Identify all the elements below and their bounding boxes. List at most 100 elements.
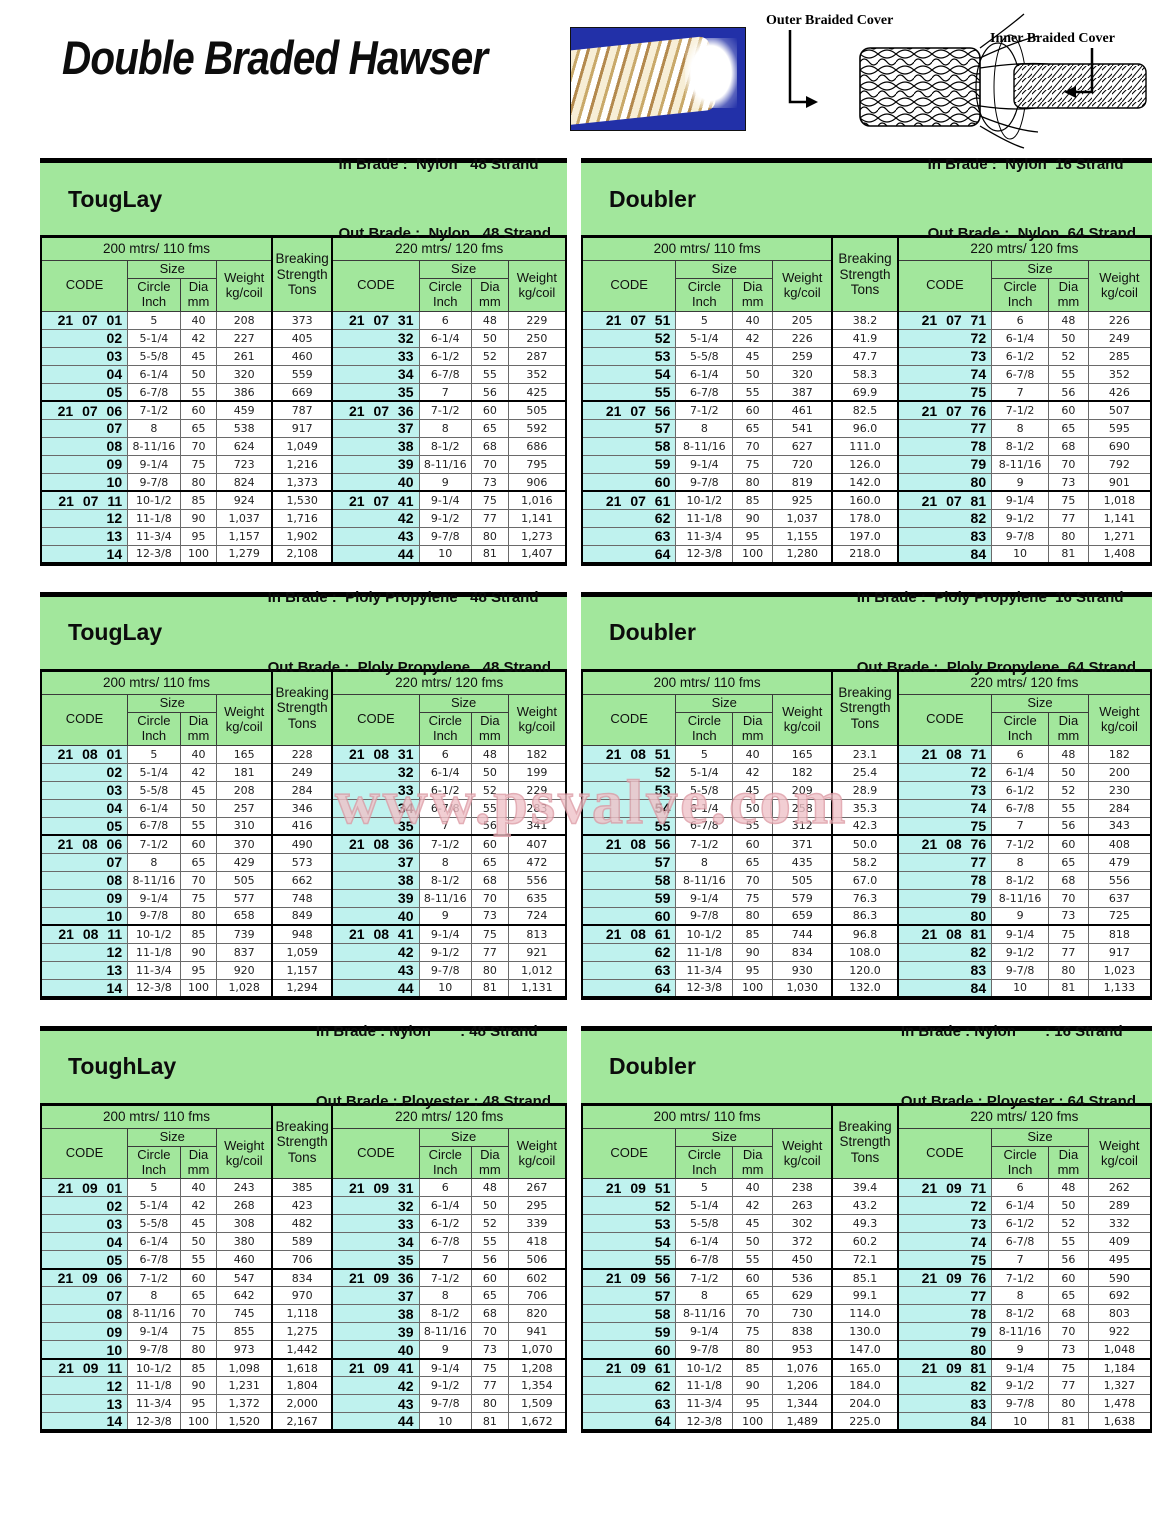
value-cell: 917 bbox=[1087, 942, 1152, 962]
table-row: 21 07 51 5 40 205 38.2 21 07 71 6 48 226 bbox=[581, 310, 1152, 330]
value-cell: 52 bbox=[471, 780, 509, 800]
code-header: CODE bbox=[581, 693, 677, 746]
value-cell: 11-3/4 bbox=[675, 526, 734, 546]
table-row: 03 5-5/8 45 308 482 33 6-1/2 52 339 bbox=[40, 1214, 567, 1234]
table-band: Doubler In Brade : Nylon : 16 Strand Out… bbox=[581, 1023, 1152, 1110]
value-cell: 5 bbox=[675, 310, 734, 330]
value-cell: 50 bbox=[471, 1196, 509, 1216]
table-row: 60 9-7/8 80 819 142.0 80 9 73 901 bbox=[581, 472, 1152, 492]
table-row: 21 08 06 7-1/2 60 370 490 21 08 36 7-1/2 60 407 bbox=[40, 834, 567, 854]
value-cell: 6-1/2 bbox=[418, 780, 472, 800]
value-cell: 9-1/2 bbox=[418, 942, 472, 962]
value-cell: 706 bbox=[507, 1286, 567, 1306]
value-cell: 302 bbox=[772, 1214, 833, 1234]
value-cell: 386 bbox=[216, 382, 273, 402]
table-row: 13 11-3/4 95 1,372 2,000 43 9-7/8 80 1,509 bbox=[40, 1394, 567, 1414]
value-cell: 9-1/4 bbox=[675, 1322, 734, 1342]
value-cell: 723 bbox=[216, 454, 273, 474]
value-cell: 100 bbox=[179, 978, 218, 999]
value-cell: 8-11/16 bbox=[127, 436, 181, 456]
table-row: 21 08 01 5 40 165 228 21 08 31 6 48 182 bbox=[40, 744, 567, 764]
value-cell: 85 bbox=[732, 1357, 774, 1378]
table-row: 54 6-1/4 50 258 35.3 74 6-7/8 55 284 bbox=[581, 798, 1152, 818]
value-cell: 1,716 bbox=[270, 508, 334, 528]
value-cell: 6-1/2 bbox=[418, 1214, 472, 1234]
value-cell: 48 bbox=[1048, 1178, 1089, 1198]
code-cell: 21 09 41 bbox=[331, 1357, 420, 1378]
value-cell: 70 bbox=[1048, 454, 1089, 474]
table-row: 12 11-1/8 90 837 1,059 42 9-1/2 77 921 bbox=[40, 942, 567, 962]
value-cell: 9-1/2 bbox=[991, 1376, 1050, 1396]
value-cell: 11-1/8 bbox=[675, 942, 734, 962]
value-cell: 5 bbox=[675, 1178, 734, 1198]
weight-header: Weight kg/coil bbox=[216, 260, 273, 312]
code-header: CODE bbox=[40, 260, 129, 312]
value-cell: 238 bbox=[772, 1178, 833, 1198]
code-header: CODE bbox=[897, 1127, 993, 1180]
value-cell: 6-7/8 bbox=[127, 816, 181, 836]
code-cell: 80 bbox=[897, 1340, 993, 1360]
value-cell: 85 bbox=[179, 1357, 218, 1378]
value-cell: 1,118 bbox=[270, 1304, 334, 1324]
value-cell: 5-5/8 bbox=[127, 1214, 181, 1234]
code-cell: 42 bbox=[331, 1376, 420, 1396]
value-cell: 90 bbox=[179, 1376, 218, 1396]
code-cell: 44 bbox=[331, 544, 420, 565]
value-cell: 35.3 bbox=[831, 798, 899, 818]
circle-inch-header: Circle Inch bbox=[675, 1145, 734, 1180]
value-cell: 65 bbox=[471, 852, 509, 872]
value-cell: 924 bbox=[216, 490, 273, 510]
value-cell: 5-1/4 bbox=[127, 1196, 181, 1216]
circle-inch-header: Circle Inch bbox=[127, 711, 181, 746]
value-cell: 77 bbox=[1048, 942, 1089, 962]
code-header: CODE bbox=[331, 260, 420, 312]
value-cell: 1,520 bbox=[216, 1412, 273, 1432]
dia-mm-header: Dia mm bbox=[732, 277, 774, 312]
value-cell: 60 bbox=[471, 400, 509, 420]
value-cell: 75 bbox=[1048, 924, 1089, 944]
value-cell: 409 bbox=[1087, 1232, 1152, 1252]
code-cell: 21 07 31 bbox=[331, 310, 420, 330]
code-cell: 10 bbox=[40, 1340, 129, 1360]
table-block-toughlay-polyester: ToughLay In Brade : Nylon : 48 Strand Ou… bbox=[40, 1023, 567, 1434]
value-cell: 925 bbox=[772, 490, 833, 510]
col-200-header: 200 mtrs/ 110 fms bbox=[581, 669, 833, 695]
value-cell: 56 bbox=[1048, 1250, 1089, 1270]
value-cell: 9-1/4 bbox=[127, 888, 181, 908]
value-cell: 9-7/8 bbox=[675, 472, 734, 492]
value-cell: 225.0 bbox=[831, 1412, 899, 1432]
code-cell: 21 08 06 bbox=[40, 834, 129, 854]
value-cell: 820 bbox=[507, 1304, 567, 1324]
value-cell: 85 bbox=[732, 490, 774, 510]
value-cell: 7 bbox=[418, 1250, 472, 1270]
code-cell: 21 08 56 bbox=[581, 834, 677, 854]
value-cell: 85.1 bbox=[831, 1267, 899, 1288]
code-cell: 21 08 31 bbox=[331, 744, 420, 764]
value-cell: 55 bbox=[471, 364, 509, 384]
value-cell: 70 bbox=[179, 1304, 218, 1324]
value-cell: 73 bbox=[1048, 906, 1089, 926]
value-cell: 5 bbox=[127, 1178, 181, 1198]
value-cell: 229 bbox=[507, 780, 567, 800]
value-cell: 77 bbox=[1048, 1376, 1089, 1396]
value-cell: 147.0 bbox=[831, 1340, 899, 1360]
value-cell: 506 bbox=[507, 1250, 567, 1270]
breaking-strength-header: Breaking Strength Tons bbox=[831, 236, 899, 312]
table-row: 21 09 51 5 40 238 39.4 21 09 71 6 48 262 bbox=[581, 1178, 1152, 1198]
code-cell: 14 bbox=[40, 544, 129, 565]
value-cell: 70 bbox=[1048, 888, 1089, 908]
code-cell: 39 bbox=[331, 888, 420, 908]
code-cell: 21 07 41 bbox=[331, 490, 420, 510]
table-row: 10 9-7/8 80 824 1,373 40 9 73 906 bbox=[40, 472, 567, 492]
value-cell: 69.9 bbox=[831, 382, 899, 402]
value-cell: 429 bbox=[216, 852, 273, 872]
code-cell: 63 bbox=[581, 526, 677, 546]
table-row: 21 09 61 10-1/2 85 1,076 165.0 21 09 81 9-1/4 7… bbox=[581, 1357, 1152, 1378]
code-cell: 21 08 76 bbox=[897, 834, 993, 854]
value-cell: 8 bbox=[675, 418, 734, 438]
code-cell: 21 07 71 bbox=[897, 310, 993, 330]
value-cell: 80 bbox=[179, 906, 218, 926]
value-cell: 132.0 bbox=[831, 978, 899, 999]
table-row: 63 11-3/4 95 1,344 204.0 83 9-7/8 80 1,478 bbox=[581, 1394, 1152, 1414]
value-cell: 65 bbox=[1048, 1286, 1089, 1306]
